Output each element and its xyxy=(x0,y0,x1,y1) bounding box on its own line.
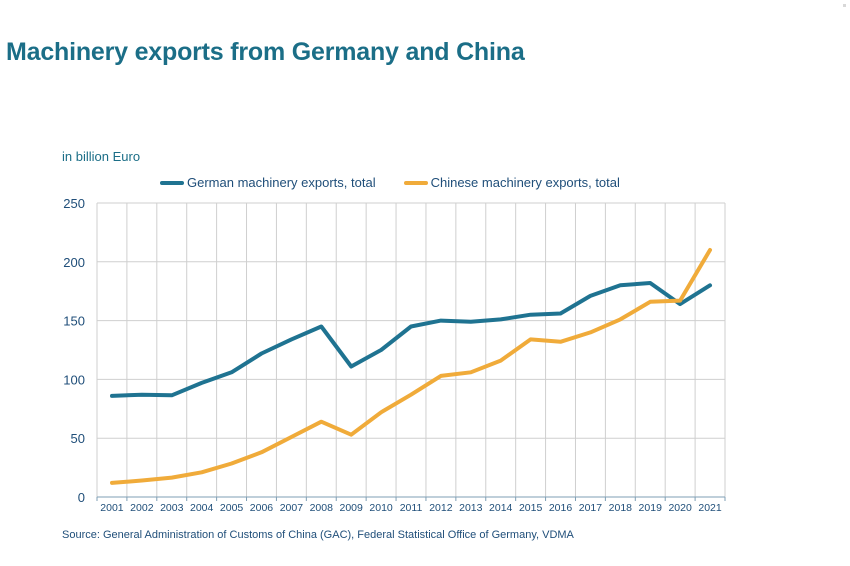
x-tick-label: 2012 xyxy=(429,502,453,514)
legend-label-german: German machinery exports, total xyxy=(187,175,376,190)
x-tick-label: 2021 xyxy=(698,502,722,514)
x-tick-label: 2005 xyxy=(220,502,244,514)
y-tick-label: 200 xyxy=(63,255,85,270)
x-tick-label: 2003 xyxy=(160,502,184,514)
x-tick-label: 2020 xyxy=(668,502,692,514)
chart-legend: German machinery exports, total Chinese … xyxy=(160,175,648,190)
x-tick-label: 2015 xyxy=(519,502,543,514)
x-tick-label: 2018 xyxy=(609,502,633,514)
x-tick-label: 2008 xyxy=(310,502,334,514)
x-tick-label: 2014 xyxy=(489,502,513,514)
x-axis-ticks: 2001 2002 2003 2004 2005 2006 2007 2008 2009 2010… xyxy=(100,502,722,514)
chart-series xyxy=(110,248,712,485)
x-tick-label: 2019 xyxy=(639,502,663,514)
corner-mark xyxy=(843,4,846,7)
y-axis-ticks: 0 50 100 150 200 250 xyxy=(63,196,85,505)
x-tick-label: 2009 xyxy=(340,502,364,514)
x-tick-label: 2004 xyxy=(190,502,214,514)
legend-swatch-german xyxy=(160,180,184,185)
legend-label-chinese: Chinese machinery exports, total xyxy=(430,175,620,190)
page-title: Machinery exports from Germany and China xyxy=(6,38,525,66)
y-tick-label: 150 xyxy=(63,314,85,329)
x-tick-label: 2013 xyxy=(459,502,483,514)
series-line-german xyxy=(110,281,712,398)
x-tick-label: 2017 xyxy=(579,502,603,514)
y-tick-label: 50 xyxy=(71,431,85,446)
y-tick-label: 100 xyxy=(63,372,85,387)
x-tick-label: 2002 xyxy=(130,502,154,514)
legend-item-german: German machinery exports, total xyxy=(160,175,376,190)
chart-grid xyxy=(96,202,726,501)
y-tick-label: 250 xyxy=(63,196,85,211)
x-tick-label: 2016 xyxy=(549,502,573,514)
x-tick-label: 2007 xyxy=(280,502,304,514)
source-note: Source: General Administration of Custom… xyxy=(62,529,574,541)
x-tick-label: 2011 xyxy=(400,502,423,514)
series-line-chinese xyxy=(110,248,712,485)
x-tick-label: 2001 xyxy=(100,502,124,514)
y-axis-unit-label: in billion Euro xyxy=(62,149,141,164)
legend-item-chinese: Chinese machinery exports, total xyxy=(403,175,620,190)
y-tick-label: 0 xyxy=(78,490,85,505)
x-tick-label: 2010 xyxy=(369,502,393,514)
x-tick-label: 2006 xyxy=(250,502,274,514)
legend-swatch-chinese xyxy=(403,180,428,185)
